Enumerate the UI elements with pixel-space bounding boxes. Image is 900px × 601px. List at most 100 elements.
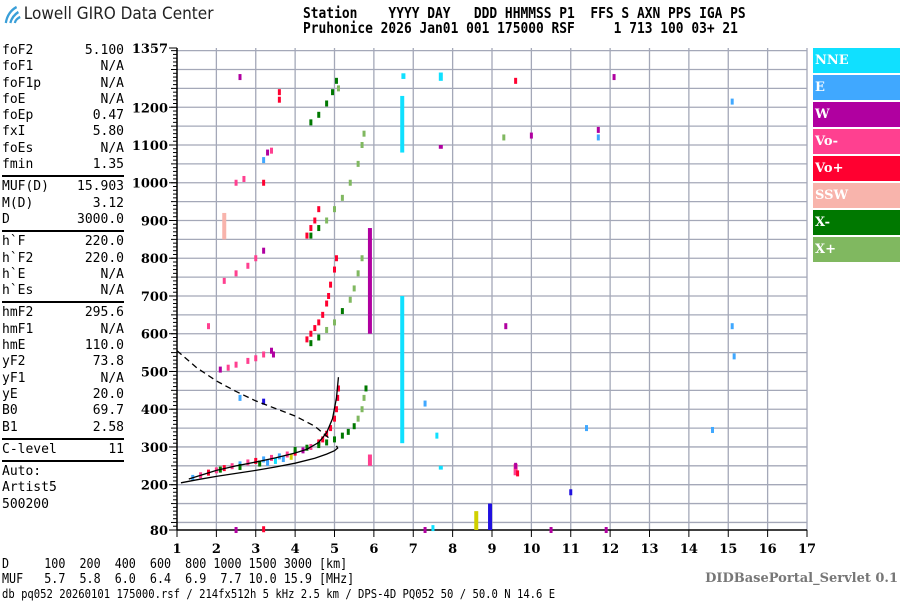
- echo-point: [529, 132, 533, 139]
- legend-item: SSW: [813, 183, 900, 208]
- echo-stick: [488, 503, 493, 530]
- echo-point: [352, 423, 356, 430]
- y-tick-label: 1200: [132, 101, 168, 116]
- legend: NNE E W Vo- Vo+ SSW X- X+: [813, 48, 900, 264]
- separator: [2, 460, 124, 463]
- echo-point: [234, 361, 238, 368]
- echo-point: [516, 470, 520, 477]
- echo-point: [254, 457, 258, 464]
- echo-point: [238, 394, 242, 401]
- echo-point: [309, 225, 313, 232]
- y-tick-label: 1357: [132, 42, 168, 57]
- legend-item: E: [813, 75, 900, 100]
- y-tick-label: 900: [141, 214, 168, 229]
- echo-point: [435, 432, 439, 439]
- echo-point: [262, 351, 266, 358]
- param-name: B0: [2, 403, 18, 419]
- echo-stick: [400, 295, 405, 444]
- param-name: foEs: [2, 140, 34, 156]
- echo-point: [569, 489, 573, 496]
- param-row: h`E N/A: [2, 267, 124, 283]
- param-name: fxI: [2, 124, 26, 140]
- echo-point: [309, 232, 313, 239]
- echo-point: [262, 456, 266, 463]
- param-row: B1 2.58: [2, 420, 124, 436]
- separator: [2, 175, 124, 178]
- profile-line: [180, 445, 339, 484]
- param-name: h`E: [2, 266, 26, 282]
- echo-point: [340, 308, 344, 315]
- echo-point: [585, 425, 588, 432]
- autoscale-info: Artist5: [2, 480, 57, 496]
- echo-point: [234, 179, 238, 186]
- y-tick-label: 1100: [132, 139, 168, 154]
- legend-item: Vo+: [813, 156, 900, 181]
- param-value: 110.0: [84, 338, 124, 354]
- param-value: N/A: [100, 140, 124, 156]
- param-row: yE 20.0: [2, 387, 124, 403]
- param-name: B1: [2, 419, 18, 435]
- echo-point: [254, 355, 258, 362]
- y-tick-label: 600: [141, 328, 168, 343]
- param-name: foF2: [2, 43, 34, 58]
- echo-stick: [367, 454, 372, 466]
- echo-point: [305, 444, 309, 451]
- param-row: fxI 5.80: [2, 124, 124, 140]
- file-info: db pq052 20260101 175000.rsf / 214fx512h…: [2, 587, 556, 601]
- echo-point: [514, 462, 518, 469]
- echo-point: [336, 385, 340, 392]
- echo-point: [293, 446, 297, 453]
- param-value: N/A: [100, 75, 124, 91]
- dashed-profile-line: [176, 350, 331, 440]
- echo-point: [604, 527, 608, 533]
- echo-point: [360, 142, 364, 149]
- echo-point: [336, 394, 340, 401]
- param-row: yF2 73.8: [2, 354, 124, 370]
- param-name: foEp: [2, 108, 34, 124]
- x-tick-label: 17: [798, 542, 816, 557]
- param-row: hmF1 N/A: [2, 322, 124, 338]
- param-name: hmF2: [2, 305, 34, 321]
- param-value: 73.8: [92, 354, 124, 370]
- echo-point: [356, 415, 360, 422]
- y-tick-label: 80: [150, 524, 168, 539]
- echo-point: [325, 439, 329, 446]
- muf-line: MUF 5.7 5.8 6.0 6.4 6.9 7.7 10.0 15.9 [M…: [2, 571, 355, 587]
- echo-point: [309, 330, 313, 337]
- param-row: foF1 N/A: [2, 59, 124, 75]
- echo-point: [502, 134, 506, 141]
- station-header: Station YYYY DAY DDD HHMMSS P1 FFS S AXN…: [303, 6, 746, 36]
- x-tick-label: 16: [759, 542, 777, 557]
- echo-point: [305, 232, 309, 239]
- echo-point: [325, 100, 329, 107]
- param-value: N/A: [100, 370, 124, 386]
- legend-item: W: [813, 102, 900, 127]
- echo-point: [325, 300, 329, 307]
- echo-point: [266, 149, 270, 156]
- echo-point: [234, 270, 238, 277]
- separator: [2, 230, 124, 233]
- param-row: h`Es N/A: [2, 283, 124, 299]
- param-value: 2.58: [92, 419, 124, 435]
- param-name: hmE: [2, 338, 26, 354]
- echo-point: [362, 130, 366, 137]
- echo-point: [360, 255, 364, 262]
- param-value: N/A: [100, 59, 124, 75]
- logo-text: Lowell GIRO Data Center: [23, 4, 214, 24]
- autoscale-info: Auto:: [2, 464, 42, 480]
- echo-point: [262, 526, 266, 533]
- param-value: 220.0: [84, 234, 124, 250]
- x-tick-label: 5: [330, 542, 339, 557]
- echo-point: [346, 428, 350, 435]
- echo-point: [325, 217, 329, 224]
- param-value: 220.0: [84, 250, 124, 266]
- echo-point: [549, 527, 553, 533]
- x-tick-label: 2: [212, 542, 221, 557]
- echo-point: [226, 364, 230, 371]
- param-value: N/A: [100, 283, 124, 299]
- echo-stick: [438, 145, 443, 149]
- echo-point: [254, 255, 258, 262]
- echo-point: [348, 296, 352, 303]
- echo-stick: [222, 212, 227, 240]
